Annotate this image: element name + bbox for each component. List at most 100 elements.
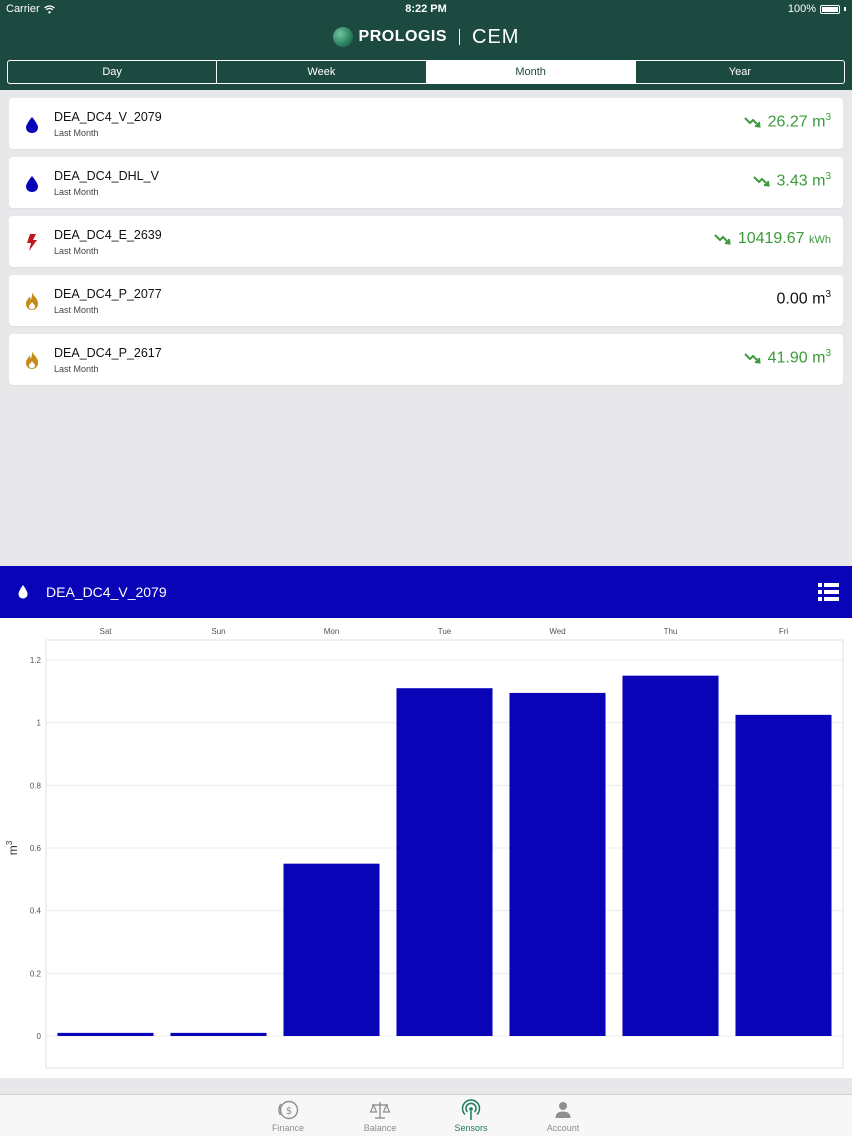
sensor-name: DEA_DC4_P_2077 <box>54 287 162 301</box>
battery-percent: 100% <box>787 3 816 15</box>
sensor-name: DEA_DC4_P_2617 <box>54 346 162 360</box>
period-segmented-control: Day Week Month Year <box>7 60 845 84</box>
segment-week[interactable]: Week <box>217 61 427 83</box>
chart-x-tick-label: Wed <box>549 627 565 636</box>
segment-month[interactable]: Month <box>426 61 636 83</box>
chart-footer-gap <box>0 1078 852 1096</box>
chart-x-tick-label: Thu <box>664 627 678 636</box>
chart-y-tick-label: 0 <box>37 1032 42 1041</box>
sensor-unit-exponent: 3 <box>825 348 831 359</box>
water-drop-icon <box>26 176 38 192</box>
sensor-card[interactable]: DEA_DC4_V_2079 Last Month 26.27 m3 <box>9 98 843 149</box>
water-drop-icon <box>18 585 28 599</box>
sensor-unit: m <box>812 172 826 190</box>
list-view-icon[interactable] <box>818 583 839 601</box>
chart-y-tick-label: 1.2 <box>30 656 42 665</box>
sensor-card[interactable]: DEA_DC4_DHL_V Last Month 3.43 m3 <box>9 157 843 208</box>
chart-plot-frame <box>45 639 844 1069</box>
chart-x-tick-label: Tue <box>438 627 452 636</box>
lightning-icon <box>27 234 37 251</box>
trend-down-icon <box>752 175 770 187</box>
carrier-label: Carrier <box>6 3 40 15</box>
chart-y-tick-label: 0.2 <box>30 969 42 978</box>
chart-bar <box>622 675 719 1036</box>
flame-icon <box>26 292 38 310</box>
tab-finance[interactable]: $ Finance <box>258 1099 318 1133</box>
tab-label: Sensors <box>454 1123 488 1133</box>
chart-bar <box>396 688 493 1036</box>
chart-x-tick-label: Mon <box>324 627 340 636</box>
water-drop-icon <box>26 117 38 133</box>
sensor-period: Last Month <box>54 187 99 197</box>
tab-label: Balance <box>363 1123 397 1133</box>
status-bar: Carrier 8:22 PM 100% <box>0 0 852 18</box>
sensor-unit-exponent: 3 <box>825 171 831 182</box>
chart-y-tick-label: 1 <box>37 719 42 728</box>
chart-y-axis-label-exponent: 3 <box>5 840 14 845</box>
account-icon <box>555 1102 571 1118</box>
usage-chart-panel: 0 0.2 0.4 0.6 0.8 1 1.2 Sat Sun Mon Tue Wed Thu Fri m3 <box>0 618 852 1078</box>
sensor-value-group: 26.27 m3 <box>743 112 831 131</box>
sensor-name: DEA_DC4_DHL_V <box>54 169 159 183</box>
chart-bar <box>735 714 832 1036</box>
chart-bar <box>509 692 606 1036</box>
chart-x-tick-label: Sat <box>99 627 112 636</box>
sensor-value-group: 0.00 m3 <box>777 289 831 308</box>
chart-y-axis-label: m3 <box>5 840 20 855</box>
sensor-unit-exponent: 3 <box>825 289 831 300</box>
trend-down-icon <box>743 116 761 128</box>
tab-label: Account <box>546 1123 580 1133</box>
sensor-value: 0.00 <box>776 290 808 308</box>
sensor-unit-exponent: 3 <box>825 112 831 123</box>
balance-icon <box>369 1102 391 1119</box>
sensor-card[interactable]: DEA_DC4_E_2639 Last Month 10419.67 kWh <box>9 216 843 267</box>
sensor-card[interactable]: DEA_DC4_P_2077 Last Month 0.00 m3 <box>9 275 843 326</box>
wifi-icon <box>43 4 55 13</box>
sensor-unit: m <box>812 349 826 367</box>
finance-icon: $ <box>278 1100 299 1120</box>
sensor-name: DEA_DC4_E_2639 <box>54 228 162 242</box>
sensor-unit: m <box>812 290 826 308</box>
chart-bar <box>170 1032 267 1036</box>
brand-logo: PROLOGIS CEM <box>0 24 852 50</box>
segment-year[interactable]: Year <box>728 66 751 78</box>
flame-icon <box>26 351 38 369</box>
chart-x-tick-label: Fri <box>779 627 789 636</box>
bottom-tab-bar: $ Finance Balance Sensors Account <box>0 1094 852 1136</box>
sensor-period: Last Month <box>54 128 99 138</box>
chart-y-tick-label: 0.6 <box>30 844 42 853</box>
trend-down-icon <box>714 234 731 245</box>
battery-icon <box>820 4 840 14</box>
sensor-name: DEA_DC4_V_2079 <box>54 110 162 124</box>
sensor-card[interactable]: DEA_DC4_P_2617 Last Month 41.90 m3 <box>9 334 843 385</box>
brand-name: PROLOGIS <box>358 28 447 45</box>
sensor-value-group: 3.43 m3 <box>752 171 831 190</box>
chart-y-axis-label-text: m3 <box>5 840 20 855</box>
chart-x-tick-label: Sun <box>211 627 225 636</box>
chart-y-tick-label: 0.8 <box>30 781 42 790</box>
chart-bar <box>283 863 380 1036</box>
sensor-unit: kWh <box>809 234 831 246</box>
sensors-icon <box>461 1099 481 1120</box>
usage-bar-chart: 0 0.2 0.4 0.6 0.8 1 1.2 Sat Sun Mon Tue Wed Thu Fri m3 <box>5 627 844 1069</box>
sensor-period: Last Month <box>54 305 99 315</box>
status-time: 8:22 PM <box>405 3 447 15</box>
chart-bar <box>57 1032 154 1036</box>
segment-day[interactable]: Day <box>8 61 218 83</box>
sensor-value: 3.43 <box>776 172 808 190</box>
svg-text:$: $ <box>286 1106 292 1117</box>
app-header: Carrier 8:22 PM 100% PROLOGIS CEM Day We… <box>0 0 852 90</box>
trend-down-icon <box>743 352 761 364</box>
sensor-value-group: 10419.67 kWh <box>714 230 831 248</box>
tab-balance[interactable]: Balance <box>350 1099 410 1133</box>
battery-tip <box>844 7 846 11</box>
tab-sensors[interactable]: Sensors <box>441 1099 501 1133</box>
sensor-value: 26.27 <box>767 113 808 131</box>
sensor-unit: m <box>812 113 826 131</box>
sensor-value-group: 41.90 m3 <box>743 348 831 367</box>
tab-label: Finance <box>271 1123 305 1133</box>
sensor-value: 41.90 <box>767 349 808 367</box>
chart-y-tick-label: 0.4 <box>30 907 42 916</box>
tab-account[interactable]: Account <box>533 1099 593 1133</box>
brand-divider <box>459 29 460 45</box>
